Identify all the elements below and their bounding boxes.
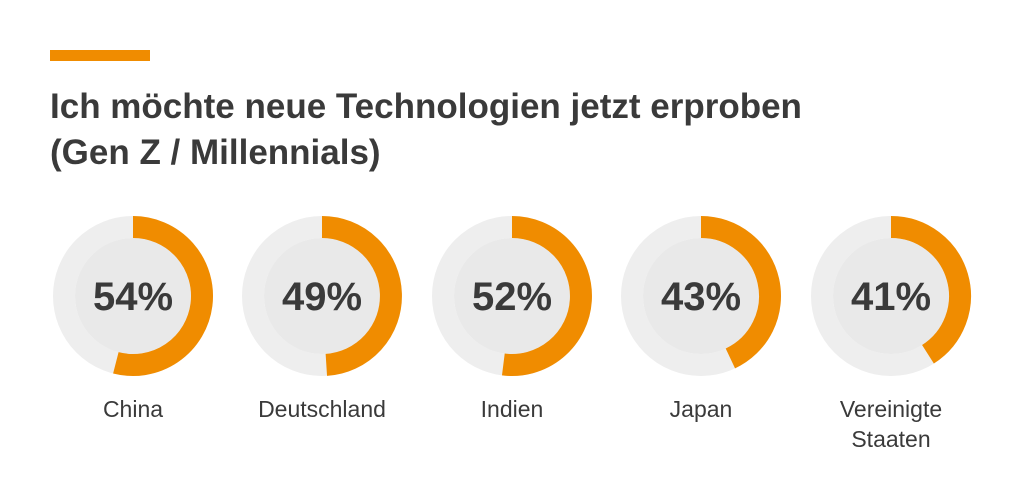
percent-label: 54% — [93, 275, 173, 319]
percent-label: 43% — [661, 275, 741, 319]
category-label: Staaten — [851, 426, 930, 452]
category-label: Vereinigte — [840, 396, 942, 422]
chart-title-line-1: Ich möchte neue Technologien jetzt erpro… — [50, 87, 802, 126]
donut-center — [643, 238, 759, 354]
donut-vereinigte-staaten: 41% Vereinigte Staaten — [811, 216, 971, 452]
chart-title-line-2: (Gen Z / Millennials) — [50, 133, 381, 172]
donut-value-arc — [890, 216, 971, 364]
donut-japan: 43% Japan — [621, 216, 781, 422]
chart-title: Ich möchte neue Technologien jetzt erpro… — [50, 84, 990, 176]
donut-center — [833, 238, 949, 354]
donut-china: 54% China — [53, 216, 213, 422]
donut-center — [454, 238, 570, 354]
percent-label: 49% — [282, 275, 362, 319]
category-label: China — [103, 396, 163, 422]
percent-label: 41% — [851, 275, 931, 319]
donut-center — [264, 238, 380, 354]
donut-indien: 52% Indien — [432, 216, 592, 422]
donut-value-arc — [321, 216, 402, 376]
category-label: Japan — [670, 396, 733, 422]
donut-center — [75, 238, 191, 354]
category-label: Deutschland — [258, 396, 386, 422]
donut-deutschland: 49% Deutschland — [242, 216, 402, 422]
donut-value-arc — [501, 216, 592, 376]
category-label: Indien — [481, 396, 544, 422]
donut-value-arc — [113, 216, 213, 376]
accent-bar — [50, 50, 150, 61]
donut-value-arc — [700, 216, 781, 369]
percent-label: 52% — [472, 275, 552, 319]
